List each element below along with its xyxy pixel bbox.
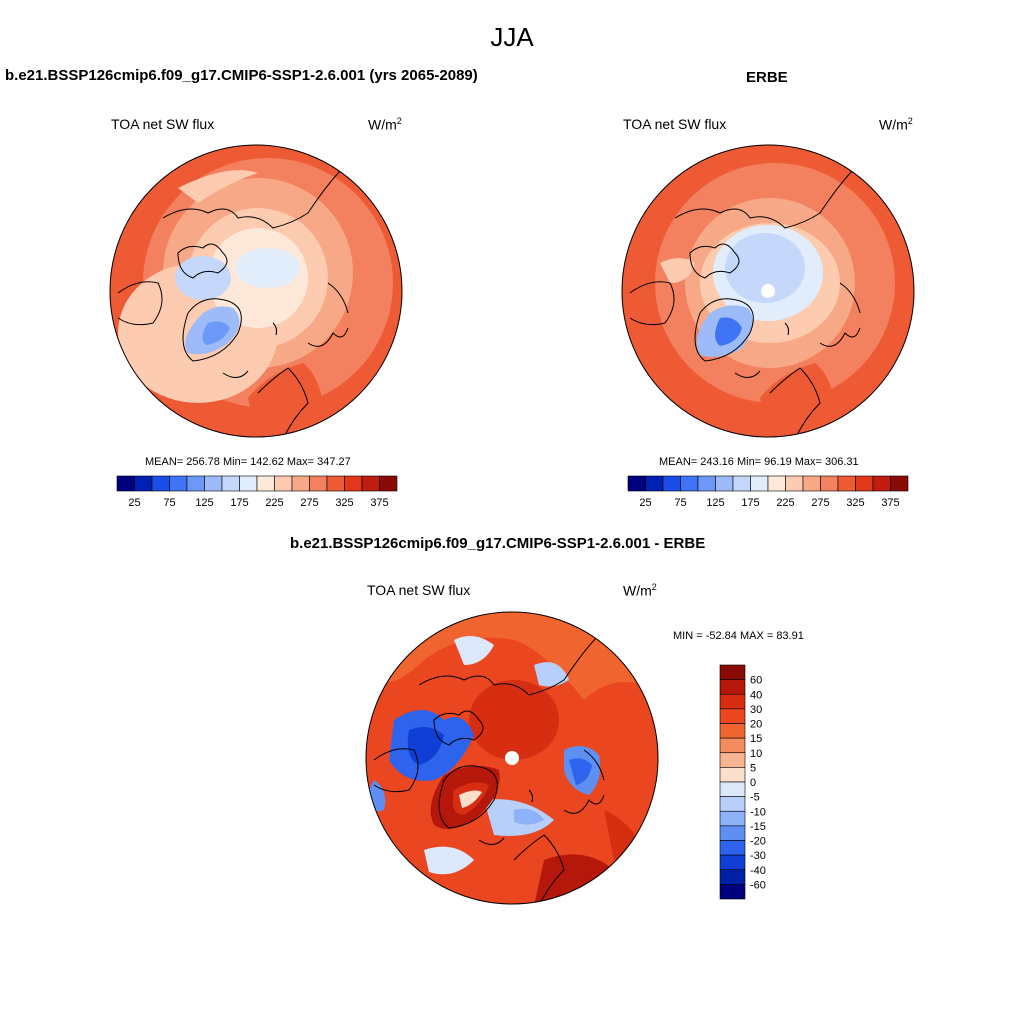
panel-2-colorbar-tick: 225 [776,497,794,509]
panel-1-colorbar-swatch [256,475,275,492]
panel-3-title: b.e21.BSSP126cmip6.f09_g17.CMIP6-SSP1-2.… [290,535,706,552]
panel-1-colorbar-swatch [361,475,380,492]
panel-1-colorbar-swatch [186,475,205,492]
panel-2-colorbar-swatch [785,475,804,492]
panel-1-variable-label: TOA net SW flux [111,116,215,132]
panel-1-colorbar-swatch [344,475,363,492]
panel-3-colorbar-tick: 20 [750,719,762,731]
panel-2-colorbar-swatch [645,475,664,492]
panel-1-colorbar-swatch [309,475,328,492]
panel-3-colorbar-swatch [719,796,746,812]
panel-2-colorbar-swatch [715,475,734,492]
panel-3-colorbar-swatch [719,693,746,710]
panel-3-colorbar-tick: 15 [750,733,762,745]
panel-1-colorbar-swatch [274,475,293,492]
panel-2-colorbar-tick: 325 [846,497,864,509]
panel-3-colorbar-tick: 0 [750,777,756,789]
panel-1-colorbar-swatch [326,475,345,492]
panel-3-colorbar-tick: -10 [750,806,766,818]
panel-1-colorbar-tick: 175 [230,497,248,509]
panel-1-colorbar-swatch [116,475,135,492]
panel-2-colorbar-tick: 175 [741,497,759,509]
panel-1-colorbar-tick: 325 [335,497,353,509]
panel-3-units: W/m2 [623,582,657,599]
panel-2-colorbar-swatch [837,475,856,492]
panel-3-colorbar-tick: 10 [750,748,762,760]
panel-1-colorbar-swatch [151,475,170,492]
panel-2-title: ERBE [746,69,788,86]
panel-2-units: W/m2 [879,116,913,133]
panel-2-colorbar-tick: 125 [706,497,724,509]
panel-3-colorbar-tick: 40 [750,689,762,701]
panel-1-colorbar-swatch [379,475,398,492]
panel-2-stats: MEAN= 243.16 Min= 96.19 Max= 306.31 [659,456,859,468]
panel-2-colorbar-swatch [662,475,681,492]
panel-3-colorbar-tick: -60 [750,879,766,891]
panel-1-colorbar-swatch [134,475,153,492]
panel-1-colorbar-tick: 375 [370,497,388,509]
panel-2-colorbar-swatch [732,475,751,492]
panel-1-title: b.e21.BSSP126cmip6.f09_g17.CMIP6-SSP1-2.… [5,67,478,84]
panel-3-colorbar-tick: -5 [750,792,760,804]
panel-3-colorbar-swatch [719,664,746,680]
panel-3-colorbar-swatch [719,737,746,754]
panel-1-colorbar-tick: 225 [265,497,283,509]
panel-1-stats: MEAN= 256.78 Min= 142.62 Max= 347.27 [145,456,351,468]
panel-1-colorbar-swatch [169,475,188,492]
panel-3-colorbar: 60 40 30 20 15 10 5 0 -5 -10 -15 -20 -30 -40 -60 [719,664,766,900]
panel-3-stats: MIN = -52.84 MAX = 83.91 [673,630,804,642]
panel-2-colorbar-swatch [767,475,786,492]
panel-3-colorbar-swatch [719,708,746,724]
panel-2-colorbar-swatch [890,475,909,492]
panel-2-polar-map [621,144,915,438]
panel-3-colorbar-tick: -15 [750,821,766,833]
panel-1-colorbar-swatch [221,475,240,492]
panel-2-colorbar-tick: 275 [811,497,829,509]
panel-2-colorbar-tick: 25 [639,497,651,509]
panel-3-colorbar-tick: 30 [750,704,762,716]
panel-2-variable-label: TOA net SW flux [623,116,727,132]
panel-2-colorbar: 25 75 125 175 225 275 325 375 [627,475,909,509]
panel-1-colorbar-tick: 275 [300,497,318,509]
panel-2-colorbar-swatch [697,475,716,492]
panel-3-colorbar-tick: 60 [750,675,762,687]
panel-2-colorbar-swatch [750,475,769,492]
panel-3-colorbar-swatch [719,854,746,871]
panel-1-colorbar-tick: 125 [195,497,213,509]
panel-1-units: W/m2 [368,116,402,133]
panel-3-colorbar-swatch [719,679,746,695]
panel-1-colorbar-swatch [204,475,223,492]
panel-2-colorbar-tick: 75 [674,497,686,509]
panel-3-colorbar-tick: 5 [750,762,756,774]
panel-1-colorbar-tick: 75 [163,497,175,509]
panel-1-colorbar-tick: 25 [128,497,140,509]
panel-2-colorbar-swatch [680,475,699,492]
panel-3-colorbar-swatch [719,723,746,739]
figure-title: JJA [490,22,534,52]
panel-3-colorbar-tick: -20 [750,836,766,848]
panel-2-colorbar-swatch [855,475,874,492]
panel-3-colorbar-swatch [719,869,746,885]
panel-3-colorbar-swatch [719,767,746,783]
panel-3-colorbar-swatch [719,752,746,768]
panel-1-colorbar-swatch [291,475,310,492]
panel-1-colorbar: 25 75 125 175 225 275 325 375 [116,475,398,509]
panel-3-colorbar-swatch [719,825,746,841]
panel-3-colorbar-swatch [719,884,746,900]
panel-2-colorbar-swatch [820,475,839,492]
panel-3-colorbar-swatch [719,810,746,827]
panel-3-polar-map [365,611,659,905]
panel-2-colorbar-swatch [627,475,646,492]
panel-1-polar-map [109,144,403,438]
panel-3-colorbar-tick: -30 [750,850,766,862]
panel-2-colorbar-swatch [802,475,821,492]
panel-2-colorbar-tick: 375 [881,497,899,509]
panel-3-variable-label: TOA net SW flux [367,582,471,598]
panel-3-colorbar-tick: -40 [750,865,766,877]
panel-2-colorbar-swatch [872,475,891,492]
panel-3-colorbar-swatch [719,781,746,797]
panel-3-colorbar-swatch [719,840,746,856]
panel-1-colorbar-swatch [239,475,258,492]
